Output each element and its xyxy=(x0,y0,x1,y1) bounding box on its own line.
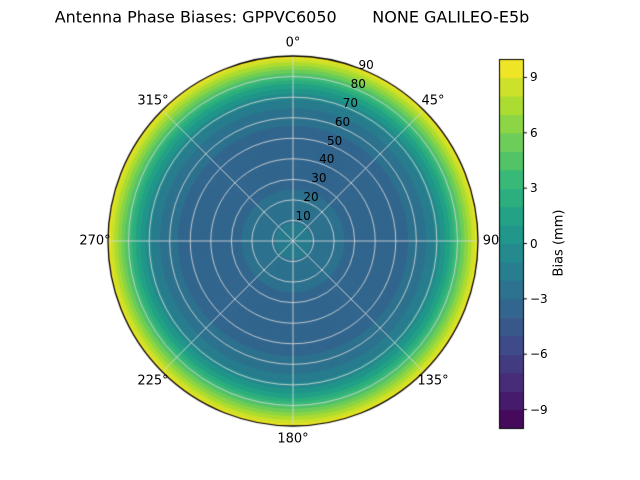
theta-tick-label: 225° xyxy=(137,373,169,389)
colorbar-axis-label: Bias (mm) xyxy=(551,209,567,277)
colorbar-tick-label: −6 xyxy=(530,347,548,362)
theta-tick-label: 180° xyxy=(277,431,309,447)
colorbar-tick-label: 0 xyxy=(530,236,538,251)
r-tick-label: 20 xyxy=(303,190,319,205)
theta-tick-label: 90 xyxy=(482,233,500,249)
theta-tick-label: 315° xyxy=(137,93,169,109)
colorbar-tick-label: 6 xyxy=(530,125,538,140)
r-tick-label: 90 xyxy=(358,57,374,72)
r-tick-label: 50 xyxy=(326,133,343,148)
colorbar-tick-label: 3 xyxy=(530,181,538,196)
theta-tick-label: 45° xyxy=(421,93,445,109)
colorbar-tick-label: 9 xyxy=(530,70,538,85)
chart-title: Antenna Phase Biases: GPPVC6050 NONE GAL… xyxy=(54,7,530,27)
r-tick-label: 80 xyxy=(350,76,366,91)
theta-tick-label: 135° xyxy=(417,373,449,389)
r-tick-label: 60 xyxy=(334,114,351,129)
theta-tick-label: 270° xyxy=(79,233,111,249)
colorbar-tick-label: −3 xyxy=(530,291,548,306)
r-tick-label: 40 xyxy=(319,152,335,167)
r-tick-label: 30 xyxy=(311,171,327,186)
r-tick-label: 10 xyxy=(295,209,311,224)
r-tick-label: 70 xyxy=(342,95,358,110)
colorbar-tick-label: −9 xyxy=(530,402,548,417)
theta-tick-label: 0° xyxy=(285,35,301,51)
